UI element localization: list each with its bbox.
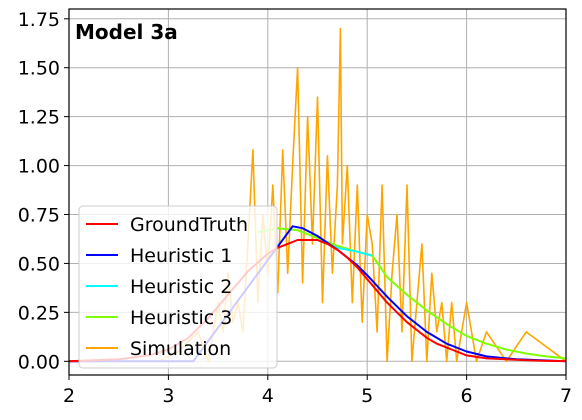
x-tick-label: 2 [63,385,75,407]
x-tick-label: 5 [361,385,373,407]
legend-label: GroundTruth [130,214,248,236]
legend: GroundTruth Heuristic 1 Heuristic 2 Heurist… [78,205,278,369]
legend-label: Heuristic 2 [130,276,232,298]
x-tick-label: 7 [560,385,572,407]
y-tick-label: 0.75 [18,205,60,227]
y-tick-label: 1.00 [18,156,60,178]
legend-label: Heuristic 3 [130,307,232,329]
y-tick-label: 0.25 [18,302,60,324]
y-tick-label: 1.25 [18,107,60,129]
plot-frame [68,8,567,376]
legend-box [78,205,278,369]
series-line-heuristic-1 [69,225,567,363]
x-tick-label: 4 [262,385,274,407]
y-tick-label: 1.75 [18,9,60,31]
y-tick-label: 1.50 [18,58,60,80]
x-tick-label: 6 [461,385,473,407]
x-tick-label: 3 [162,385,174,407]
legend-label: Heuristic 1 [130,245,232,267]
y-tick-label: 0.00 [18,351,60,373]
panel-title: Model 3a [75,20,178,44]
y-tick-label: 0.50 [18,253,60,275]
tick-layer: 2 3 4 5 6 7 0.00 0.25 0.50 0.75 1.00 1.25 1.50 1.75 [18,9,572,407]
series-line-heuristic-3 [257,227,567,360]
legend-label: Simulation [130,338,231,360]
